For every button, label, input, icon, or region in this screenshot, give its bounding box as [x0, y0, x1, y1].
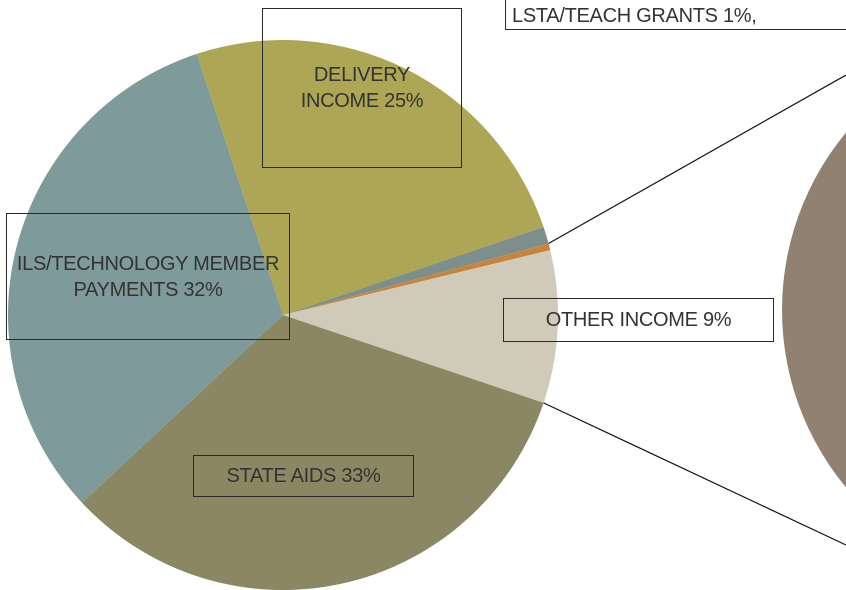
- category-name: LSTA/TEACH GRANTS: [512, 5, 718, 27]
- connector-line: [548, 74, 846, 245]
- pie-slice: [283, 250, 558, 403]
- category-name: OTHER INCOME: [545, 309, 698, 331]
- pie-slice: [7, 53, 283, 503]
- value-label: 1%,: [722, 5, 757, 27]
- slice-label: LSTA/TEACH GRANTS 1%,: [505, 0, 846, 30]
- label-text: STATE AIDS 33%: [226, 463, 380, 489]
- connector-line: [543, 402, 846, 546]
- value-label: 32%: [183, 278, 223, 301]
- label-text: ILS/TECHNOLOGY MEMBER PAYMENTS 32%: [11, 251, 285, 303]
- pie-slice: [283, 227, 549, 315]
- label-text: OTHER INCOME 9%: [546, 307, 732, 333]
- label-text: LSTA/TEACH GRANTS 1%,: [512, 3, 757, 29]
- value-label: 33%: [341, 465, 381, 487]
- value-label: 25%: [384, 90, 424, 112]
- value-label: 9%: [702, 309, 732, 331]
- label-text: DELIVERY INCOME 25%: [283, 62, 441, 114]
- category-name: ILS/TECHNOLOGY MEMBER PAYMENTS: [16, 252, 280, 301]
- slice-label: STATE AIDS 33%: [193, 455, 414, 497]
- pie-slice: [82, 315, 544, 590]
- category-name: DELIVERY INCOME: [300, 64, 411, 112]
- pie-slice: [196, 40, 544, 315]
- category-name: STATE AIDS: [226, 465, 337, 487]
- pie-slice: [283, 243, 551, 315]
- secondary-pie: [782, 132, 846, 488]
- slice-label: DELIVERY INCOME 25%: [262, 8, 462, 168]
- slice-label: OTHER INCOME 9%: [503, 298, 774, 342]
- slice-label: ILS/TECHNOLOGY MEMBER PAYMENTS 32%: [6, 213, 290, 340]
